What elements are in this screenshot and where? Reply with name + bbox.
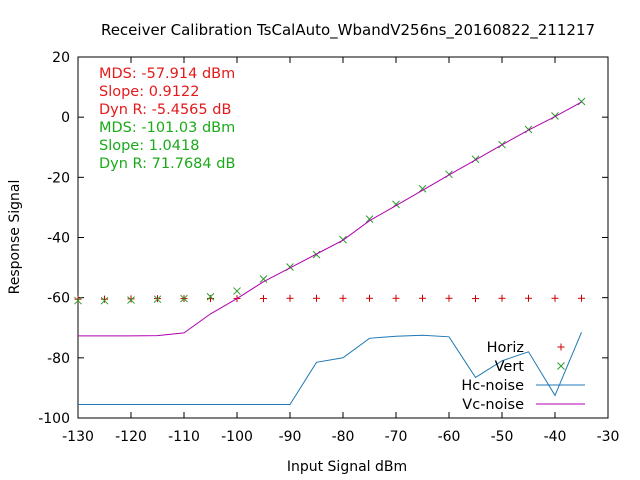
y-axis-label: Response Signal [7, 180, 23, 295]
data-point-horiz [551, 294, 559, 302]
data-point-horiz [101, 295, 108, 303]
series-hc-noise [78, 332, 582, 405]
legend-entry-hc-noise: Hc-noise [461, 378, 585, 394]
data-point-horiz [525, 294, 532, 302]
data-point-horiz [313, 294, 320, 302]
data-point-vert [153, 295, 162, 304]
x-tick-label: -110 [168, 429, 200, 445]
legend-label: Horiz [487, 340, 524, 356]
y-tick-label: -80 [47, 351, 70, 367]
data-point-horiz [419, 294, 426, 302]
data-point-vert [259, 275, 268, 283]
data-point-vert [74, 296, 82, 305]
legend-entry-horiz: Horiz [487, 340, 565, 356]
data-point-horiz [127, 295, 135, 303]
series-line-hc-noise [78, 332, 582, 405]
stat-annotation: MDS: -57.914 dBm [99, 66, 235, 82]
data-point-vert [365, 215, 374, 224]
data-point-vert [233, 287, 241, 295]
data-point-horiz [498, 294, 506, 302]
data-point-vert [100, 296, 109, 305]
y-tick-label: 20 [52, 50, 70, 66]
data-point-horiz [445, 294, 453, 302]
chart-title: Receiver Calibration TsCalAuto_WbandV256… [101, 21, 595, 40]
data-point-horiz [472, 295, 479, 303]
legend-label: Vc-noise [462, 397, 524, 413]
y-tick-label: -60 [47, 291, 70, 307]
data-point-vert [127, 296, 135, 304]
stat-annotation: Slope: 0.9122 [99, 84, 199, 100]
stat-annotation: Slope: 1.0418 [99, 138, 199, 154]
data-point-horiz [392, 294, 400, 302]
data-point-horiz [286, 294, 294, 302]
x-tick-label: -50 [491, 429, 514, 445]
data-point-vert [206, 292, 215, 301]
x-tick-label: -130 [62, 429, 94, 445]
stat-annotation: Dyn R: 71.7684 dB [99, 156, 235, 172]
data-point-horiz [74, 295, 82, 303]
legend-entry-vc-noise: Vc-noise [462, 397, 585, 413]
legend: Horiz Vert Hc-noise Vc-noise [461, 340, 585, 413]
x-tick-label: -30 [597, 429, 620, 445]
data-point-horiz [260, 295, 267, 303]
x-tick-label: -90 [279, 429, 302, 445]
legend-label: Hc-noise [461, 378, 524, 394]
stat-annotation: Dyn R: -5.4565 dB [99, 102, 231, 118]
x-tick-label: -120 [115, 429, 147, 445]
data-point-horiz [578, 294, 585, 302]
x-tick-label: -60 [438, 429, 461, 445]
x-tick-label: -40 [544, 429, 567, 445]
y-tick-label: -100 [38, 411, 70, 427]
data-point-vert [180, 294, 188, 303]
legend-label: Vert [495, 359, 525, 375]
series-vc-noise [78, 101, 582, 337]
axes: -130 -120 -110 -100 -90 -80 -70 -60 -50 -40 -30 -10… [38, 50, 619, 445]
stat-annotation: MDS: -101.03 dBm [99, 120, 235, 136]
series-horiz [74, 294, 585, 303]
x-tick-label: -80 [332, 429, 355, 445]
y-tick-label: 0 [61, 110, 70, 126]
legend-swatch [557, 343, 565, 351]
x-tick-label: -70 [385, 429, 408, 445]
data-point-vert [551, 112, 559, 120]
data-point-horiz [366, 294, 373, 302]
series-layer [74, 97, 586, 405]
x-axis-label: Input Signal dBm [287, 459, 407, 475]
y-tick-label: -40 [47, 231, 70, 247]
y-tick-label: -20 [47, 170, 70, 186]
legend-swatch [557, 362, 565, 370]
legend-entry-vert: Vert [495, 359, 565, 375]
series-line-vc-noise [78, 101, 582, 337]
annotations: MDS: -57.914 dBm Slope: 0.9122 Dyn R: -5.4… [99, 66, 235, 172]
x-tick-label: -100 [221, 429, 253, 445]
data-point-horiz [339, 294, 347, 302]
